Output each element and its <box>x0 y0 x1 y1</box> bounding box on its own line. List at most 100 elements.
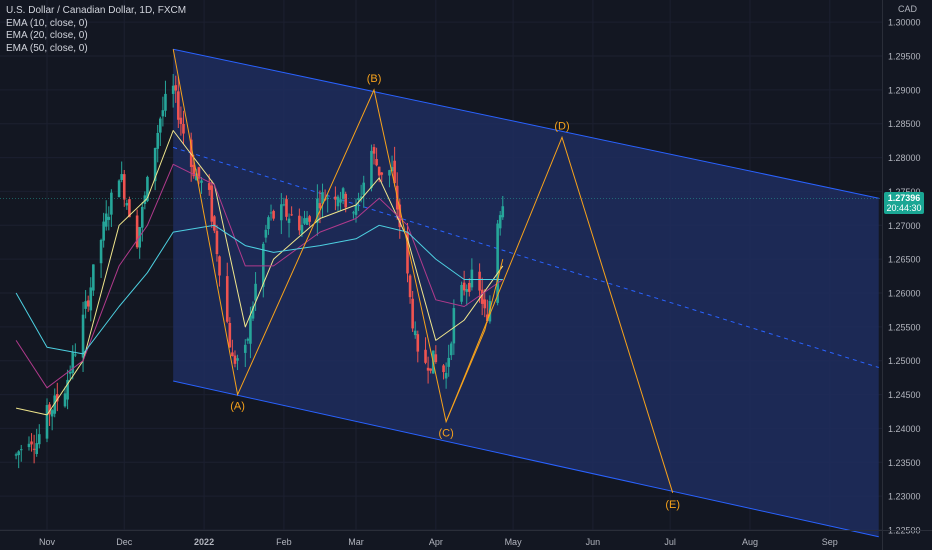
candle-up <box>465 289 469 292</box>
candle-down <box>128 199 131 218</box>
time-tick-label: Jul <box>664 537 676 547</box>
regression-channel[interactable] <box>173 48 879 538</box>
symbol-title[interactable]: U.S. Dollar / Canadian Dollar, 1D, FXCM <box>6 5 187 16</box>
candle-up <box>14 454 18 456</box>
time-tick-label: Aug <box>742 537 758 547</box>
candle-up <box>370 150 373 188</box>
candle-down <box>398 204 402 228</box>
candle-up <box>53 395 57 414</box>
candle-down <box>30 441 33 445</box>
candle-up <box>68 372 72 374</box>
candle-up <box>282 204 286 206</box>
candle-up <box>496 223 499 303</box>
candle-up <box>153 148 157 182</box>
candle-up <box>89 287 93 311</box>
wave-label: (D) <box>554 120 569 132</box>
candle-up <box>246 338 250 341</box>
candle-down <box>213 216 216 231</box>
candle-down <box>426 367 430 371</box>
candle-down <box>174 85 178 91</box>
candle-up <box>352 212 355 214</box>
candle-up <box>359 196 363 199</box>
candle-up <box>336 196 340 207</box>
candle-up <box>120 174 123 181</box>
candle-down <box>231 352 234 357</box>
candle-up <box>444 372 448 379</box>
candle-up <box>140 206 144 228</box>
candle-up <box>236 358 239 361</box>
candle-down <box>483 299 487 309</box>
channel-lower-line <box>173 380 879 538</box>
candle-down <box>372 147 376 154</box>
candle-down <box>298 215 301 231</box>
candle-up <box>50 410 54 417</box>
candle-down <box>210 185 214 222</box>
candle-up <box>17 451 20 456</box>
last-price-badge: 1.27396 20:44:30 <box>884 192 924 214</box>
candle-down <box>48 404 51 415</box>
candle-down <box>135 215 139 248</box>
price-tick-label: 1.26000 <box>888 289 921 299</box>
ema10-label[interactable]: EMA (10, close, 0) <box>6 17 88 29</box>
candle-up <box>460 285 463 302</box>
candle-up <box>269 212 273 214</box>
time-tick-label: Mar <box>348 537 364 547</box>
candle-up <box>146 176 149 202</box>
candle-down <box>56 394 59 402</box>
candle-down <box>189 139 193 168</box>
candle-up <box>357 198 360 201</box>
candle-up <box>362 182 366 195</box>
candle-up <box>138 227 141 248</box>
candle-down <box>285 199 288 217</box>
candle-up <box>321 192 324 204</box>
candle-down <box>197 167 201 179</box>
candle-up <box>280 204 283 221</box>
candle-down <box>377 166 381 176</box>
candle-up <box>413 330 417 336</box>
candle-up <box>303 218 306 224</box>
candle-up <box>316 198 319 223</box>
candle-up <box>254 283 257 301</box>
price-tick-label: 1.25000 <box>888 356 921 366</box>
candle-down <box>215 230 219 255</box>
candle-up <box>45 405 49 439</box>
candle-down <box>442 365 445 373</box>
candle-down <box>393 160 396 184</box>
wave-label: (C) <box>438 428 453 440</box>
candle-up <box>501 206 505 218</box>
time-tick-label: Jun <box>586 537 601 547</box>
candle-down <box>411 298 414 329</box>
candle-down <box>179 117 183 124</box>
candle-down <box>32 448 36 450</box>
candle-up <box>251 306 255 319</box>
candle-up <box>27 443 31 448</box>
candle-up <box>125 203 129 206</box>
candle-down <box>318 203 322 209</box>
candle-up <box>305 217 309 225</box>
candle-down <box>434 354 438 363</box>
candle-up <box>63 393 67 407</box>
candle-up <box>66 379 69 400</box>
ema50-label[interactable]: EMA (50, close, 0) <box>6 42 88 54</box>
price-tick-label: 1.26500 <box>888 255 921 265</box>
candle-down <box>228 322 232 348</box>
candle-down <box>218 256 221 276</box>
wave-drawing[interactable]: (A) (B) (C) (D) (E) <box>172 49 680 511</box>
wave-label: (B) <box>367 73 382 85</box>
candle-down <box>406 231 409 274</box>
price-tick-label: 1.27500 <box>888 187 921 197</box>
time-tick-label: 2022 <box>194 537 214 547</box>
time-tick-label: Dec <box>116 537 133 547</box>
ema20-line <box>15 163 504 389</box>
channel-fill <box>173 49 879 537</box>
time-tick-label: Apr <box>429 537 443 547</box>
candle-up <box>243 344 247 353</box>
candle-up <box>35 443 38 454</box>
candle-up <box>195 173 198 181</box>
candle-up <box>104 213 108 227</box>
candle-up <box>267 217 270 230</box>
candle-up <box>339 199 342 203</box>
ema20-label[interactable]: EMA (20, close, 0) <box>6 30 88 41</box>
wave-label: (E) <box>665 499 680 511</box>
